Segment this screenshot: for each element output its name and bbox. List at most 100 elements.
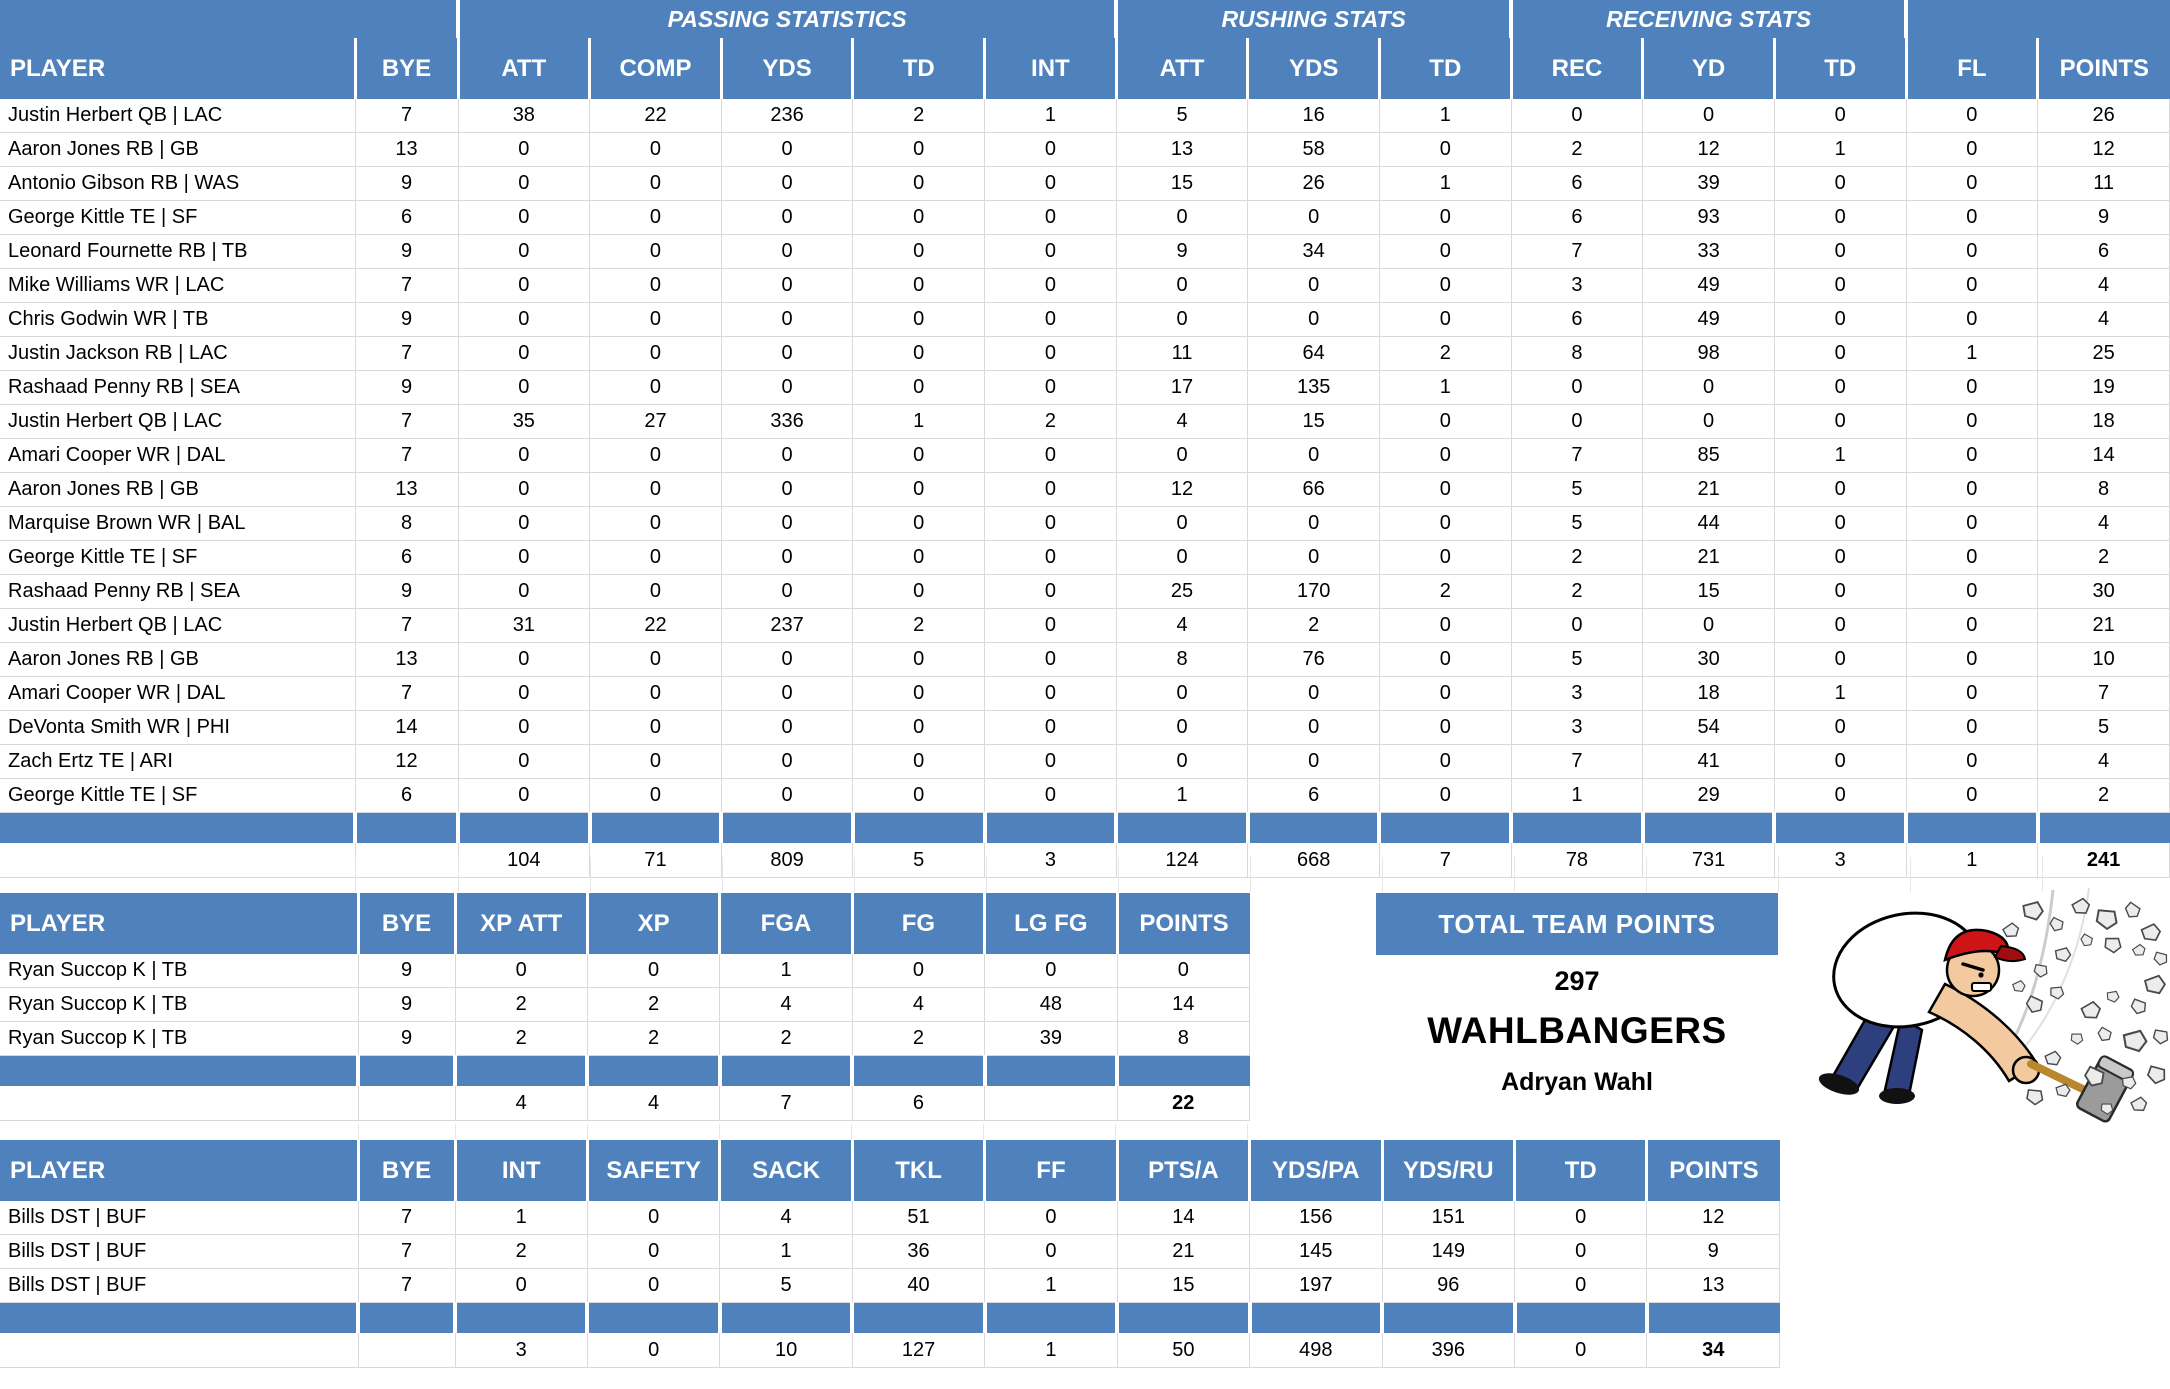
stat-cell[interactable]: 9 <box>358 1021 456 1056</box>
stat-cell[interactable]: 237 <box>721 608 854 643</box>
stat-cell[interactable]: 54 <box>1642 710 1775 745</box>
stat-cell[interactable]: 0 <box>458 438 591 473</box>
stat-cell[interactable]: 8 <box>1511 336 1644 371</box>
stat-cell[interactable]: 0 <box>984 234 1117 269</box>
stat-cell[interactable]: 0 <box>589 472 722 507</box>
stat-cell[interactable]: 151 <box>1382 1201 1516 1235</box>
stat-cell[interactable]: 1 <box>984 99 1117 133</box>
stat-cell[interactable]: 6 <box>2037 234 2170 269</box>
stat-cell[interactable]: 0 <box>458 234 591 269</box>
stat-cell[interactable]: 0 <box>1906 268 2039 303</box>
player-cell[interactable]: Zach Ertz TE | ARI <box>0 744 356 779</box>
stat-cell[interactable]: 7 <box>2037 676 2170 711</box>
header-pass-yds[interactable]: YDS <box>721 38 855 99</box>
total-cell[interactable] <box>355 843 459 878</box>
stat-cell[interactable]: 0 <box>1774 268 1907 303</box>
stat-cell[interactable]: 2 <box>719 1021 853 1056</box>
stat-cell[interactable]: 18 <box>2037 404 2170 439</box>
total-cell[interactable]: 0 <box>1514 1333 1648 1368</box>
header-pass-int[interactable]: INT <box>984 38 1118 99</box>
stat-cell[interactable]: 0 <box>1379 778 1512 813</box>
stat-cell[interactable]: 0 <box>1906 438 2039 473</box>
stat-cell[interactable]: 0 <box>458 336 591 371</box>
stat-cell[interactable]: 30 <box>1642 642 1775 677</box>
stat-cell[interactable]: 0 <box>852 506 986 541</box>
header-sack[interactable]: SACK <box>719 1140 854 1201</box>
stat-cell[interactable]: 49 <box>1642 302 1775 337</box>
stat-cell[interactable]: 0 <box>721 438 854 473</box>
stat-cell[interactable]: 2 <box>1511 540 1644 575</box>
stat-cell[interactable]: 0 <box>1906 404 2039 439</box>
header-player[interactable]: PLAYER <box>0 1140 360 1201</box>
stat-cell[interactable]: 0 <box>721 370 854 405</box>
stat-cell[interactable]: 9 <box>358 954 456 988</box>
header-bye[interactable]: BYE <box>355 38 460 99</box>
stat-cell[interactable]: 12 <box>1642 132 1775 167</box>
header-fl[interactable]: FL <box>1906 38 2040 99</box>
stat-cell[interactable]: 0 <box>721 744 854 779</box>
stat-cell[interactable]: 0 <box>1116 540 1249 575</box>
stat-cell[interactable]: 0 <box>1379 744 1512 779</box>
stat-cell[interactable]: 15 <box>1117 1268 1251 1303</box>
stat-cell[interactable]: 0 <box>1906 642 2039 677</box>
stat-cell[interactable]: 0 <box>1906 540 2039 575</box>
stat-cell[interactable]: 0 <box>852 438 986 473</box>
stat-cell[interactable]: 0 <box>589 336 722 371</box>
stat-cell[interactable]: 0 <box>984 200 1117 235</box>
stat-cell[interactable]: 4 <box>1116 404 1249 439</box>
stat-cell[interactable]: 0 <box>1774 370 1907 405</box>
header-player[interactable]: PLAYER <box>0 893 360 954</box>
stat-cell[interactable]: 36 <box>852 1234 986 1269</box>
stat-cell[interactable]: 7 <box>355 676 459 711</box>
player-cell[interactable]: George Kittle TE | SF <box>0 778 356 813</box>
header-yds-pa[interactable]: YDS/PA <box>1249 1140 1384 1201</box>
stat-cell[interactable]: 7 <box>358 1201 456 1235</box>
stat-cell[interactable]: 0 <box>1906 608 2039 643</box>
stat-cell[interactable]: 0 <box>984 1234 1118 1269</box>
stat-cell[interactable]: 0 <box>852 472 986 507</box>
header-player[interactable]: PLAYER <box>0 38 357 99</box>
stat-cell[interactable]: 17 <box>1116 370 1249 405</box>
stat-cell[interactable]: 35 <box>458 404 591 439</box>
stat-cell[interactable]: 0 <box>1774 608 1907 643</box>
stat-cell[interactable]: 0 <box>852 744 986 779</box>
stat-cell[interactable]: 0 <box>1116 302 1249 337</box>
stat-cell[interactable]: 0 <box>1774 506 1907 541</box>
stat-cell[interactable]: 0 <box>1774 744 1907 779</box>
total-cell[interactable] <box>0 843 356 878</box>
stat-cell[interactable]: 0 <box>852 540 986 575</box>
stat-cell[interactable]: 7 <box>355 268 459 303</box>
stat-cell[interactable]: 9 <box>355 302 459 337</box>
stat-cell[interactable]: 2 <box>852 608 986 643</box>
stat-cell[interactable]: 4 <box>1116 608 1249 643</box>
stat-cell[interactable]: 0 <box>721 234 854 269</box>
player-cell[interactable]: DeVonta Smith WR | PHI <box>0 710 356 745</box>
stat-cell[interactable]: 0 <box>984 268 1117 303</box>
player-cell[interactable]: Aaron Jones RB | GB <box>0 132 356 167</box>
stat-cell[interactable]: 0 <box>984 438 1117 473</box>
stat-cell[interactable]: 5 <box>1511 506 1644 541</box>
stat-cell[interactable]: 0 <box>1247 744 1380 779</box>
stat-cell[interactable]: 4 <box>2037 744 2170 779</box>
player-cell[interactable]: Justin Herbert QB | LAC <box>0 404 356 439</box>
total-points-cell[interactable]: 22 <box>1117 1086 1251 1121</box>
stat-cell[interactable]: 4 <box>2037 268 2170 303</box>
player-cell[interactable]: Amari Cooper WR | DAL <box>0 676 356 711</box>
stat-cell[interactable]: 14 <box>1117 1201 1251 1235</box>
player-cell[interactable]: Amari Cooper WR | DAL <box>0 438 356 473</box>
player-cell[interactable]: Aaron Jones RB | GB <box>0 472 356 507</box>
stat-cell[interactable]: 11 <box>1116 336 1249 371</box>
stat-cell[interactable]: 0 <box>852 710 986 745</box>
stat-cell[interactable]: 0 <box>1116 438 1249 473</box>
stat-cell[interactable]: 0 <box>1906 472 2039 507</box>
stat-cell[interactable]: 0 <box>1906 744 2039 779</box>
player-cell[interactable]: Bills DST | BUF <box>0 1201 359 1235</box>
stat-cell[interactable]: 0 <box>1906 676 2039 711</box>
stat-cell[interactable]: 0 <box>1379 132 1512 167</box>
stat-cell[interactable]: 6 <box>1511 200 1644 235</box>
stat-cell[interactable]: 0 <box>1116 268 1249 303</box>
stat-cell[interactable]: 30 <box>2037 574 2170 609</box>
stat-cell[interactable]: 3 <box>1511 676 1644 711</box>
stat-cell[interactable]: 2 <box>1247 608 1380 643</box>
header-xp[interactable]: XP <box>587 893 722 954</box>
